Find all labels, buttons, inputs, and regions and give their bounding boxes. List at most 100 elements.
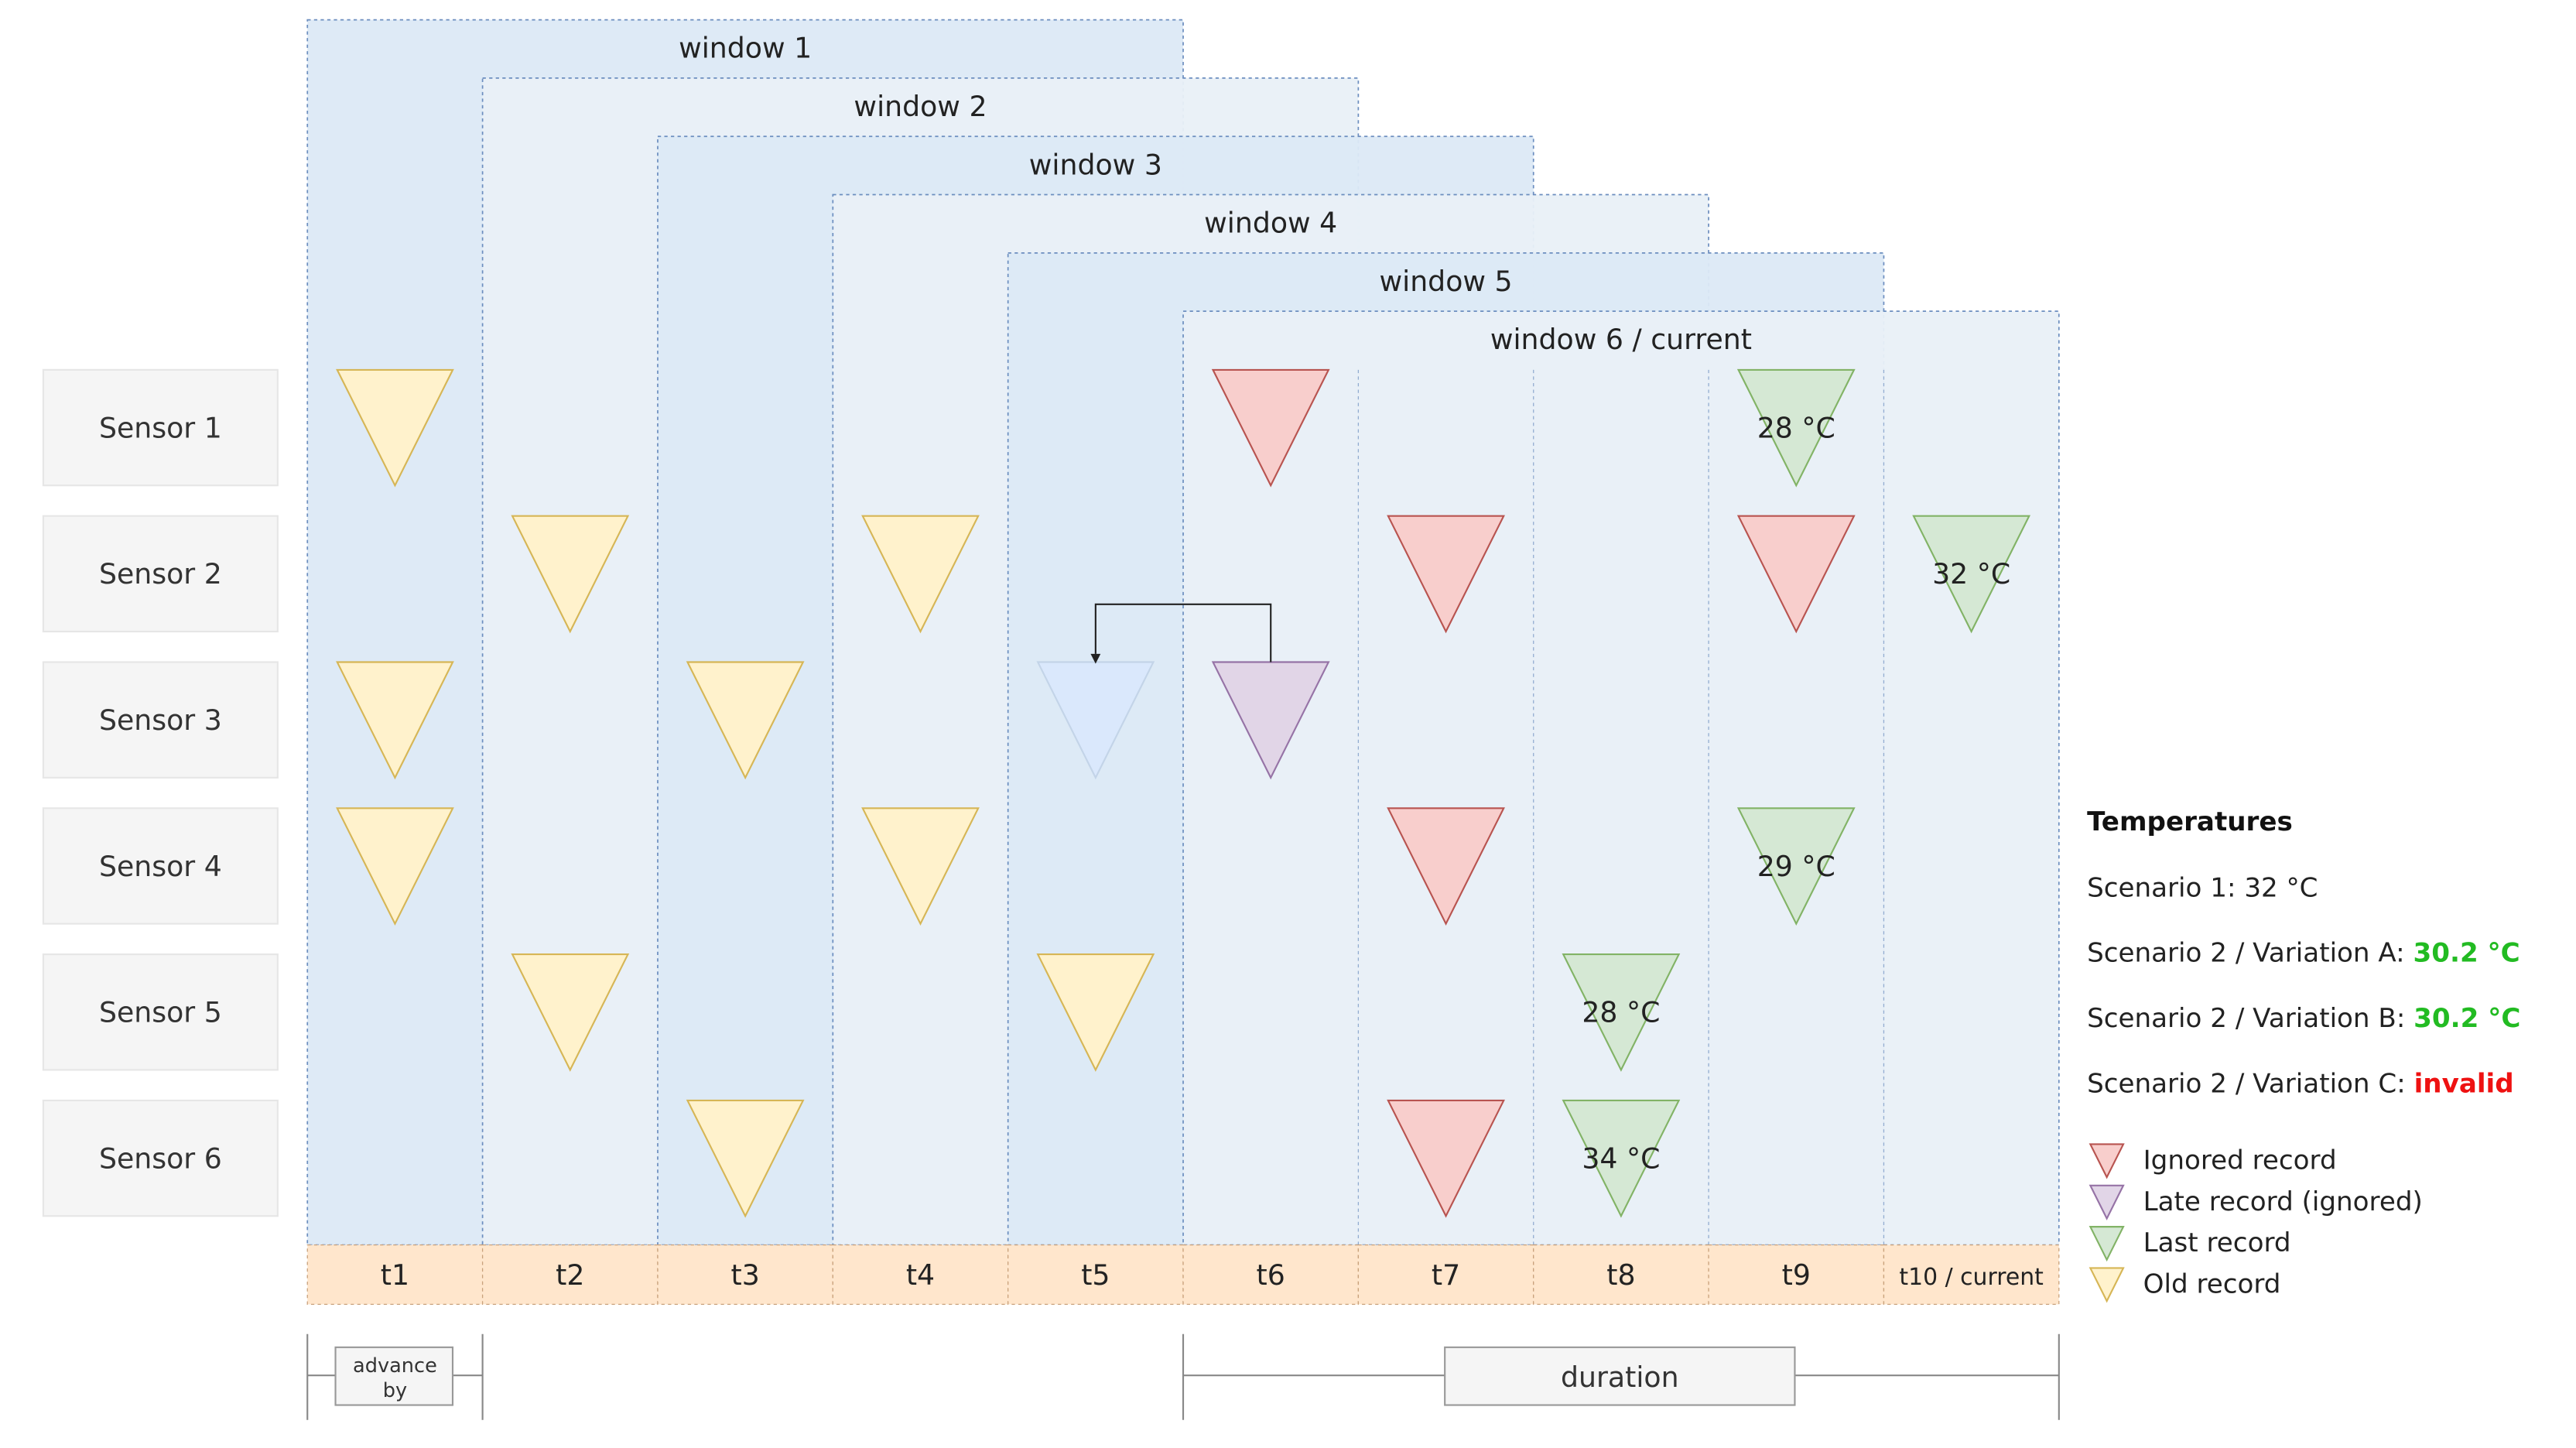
record-ignored	[1387, 807, 1505, 926]
record-old	[686, 661, 805, 780]
time-slot-label: t3	[731, 1258, 760, 1292]
record-old	[861, 807, 980, 926]
window-title: window 2	[854, 90, 987, 123]
legend-label: Late record (ignored)	[2143, 1186, 2423, 1217]
scenario-text: Scenario 1: 32 °C	[2087, 872, 2318, 903]
arrow-head	[1090, 653, 1101, 664]
sensor-label: Sensor 2	[99, 557, 222, 590]
time-slot-label: t4	[906, 1258, 935, 1292]
legend-label: Old record	[2143, 1268, 2281, 1299]
time-slot-label: t7	[1432, 1258, 1460, 1292]
sensor-label-box	[42, 953, 279, 1071]
scenario-text: Scenario 2 / Variation C:	[2087, 1068, 2414, 1099]
arrow-line	[1094, 603, 1272, 662]
scenario-text: Scenario 2 / Variation A:	[2087, 938, 2413, 969]
sensor-label: Sensor 1	[99, 411, 222, 444]
temperature-line: Scenario 2 / Variation C: invalid	[2087, 1068, 2514, 1099]
time-slot-cell	[832, 1244, 1009, 1306]
time-slot-label: t1	[381, 1258, 409, 1292]
window-rect	[1182, 310, 2060, 1246]
window-title: window 3	[1029, 148, 1162, 181]
sensor-label-box	[42, 515, 279, 633]
temperature-line: Scenario 1: 32 °C	[2087, 872, 2318, 903]
record-value-label: 28 °C	[1582, 996, 1660, 1029]
time-slot-cell	[1357, 1244, 1534, 1306]
window-title: window 5	[1379, 265, 1512, 298]
window-title: window 4	[1204, 207, 1337, 240]
advance-by-label: by	[383, 1379, 407, 1402]
records: 28 °C 32 °C 29 °C 28 °C 34 °C	[336, 368, 2031, 1218]
window-title: window 1	[679, 32, 812, 65]
late-record-arrow	[1090, 603, 1272, 664]
time-slot-label: t5	[1081, 1258, 1110, 1292]
record-last	[1562, 1099, 1681, 1218]
record-value-label: 32 °C	[1932, 557, 2010, 590]
record-old	[1036, 953, 1155, 1072]
record-old	[861, 515, 980, 634]
time-slot-label: t8	[1606, 1258, 1635, 1292]
column-dividers	[1357, 369, 1885, 1245]
sensor-label: Sensor 6	[99, 1142, 222, 1175]
scenario-value: 30.2 °C	[2414, 938, 2520, 969]
record-old	[336, 661, 454, 780]
sensor-label: Sensor 5	[99, 996, 222, 1029]
record-old	[336, 368, 454, 488]
record-value-label: 34 °C	[1582, 1142, 1660, 1175]
duration-box	[1444, 1346, 1796, 1406]
legend-swatch-late	[2089, 1184, 2125, 1220]
time-slot-cell	[306, 1244, 484, 1306]
scenario-text: Scenario 2 / Variation B:	[2087, 1003, 2414, 1034]
legend: Ignored record Late record (ignored) Last …	[2089, 1143, 2423, 1303]
temperatures-title: Temperatures	[2087, 806, 2293, 837]
sensor-label: Sensor 3	[99, 703, 222, 737]
time-slot-label: t2	[556, 1258, 584, 1292]
time-slots: t1 t2 t3 t4 t5 t6 t7 t8 t9 t10 / current	[306, 1244, 2060, 1306]
temperature-line: Scenario 2 / Variation A: 30.2 °C	[2087, 938, 2520, 969]
time-slot-cell	[1533, 1244, 1709, 1306]
window-title: window 6 / current	[1490, 323, 1752, 356]
legend-swatch-ignored	[2089, 1143, 2125, 1179]
record-old	[511, 515, 630, 634]
temperatures-panel: Temperatures Scenario 1: 32 °C Scenario 2 …	[2087, 806, 2520, 1099]
window-panel: window 6 / current	[1182, 310, 2060, 1246]
temperature-line: Scenario 2 / Variation B: 30.2 °C	[2087, 1003, 2520, 1034]
time-slot-label: t6	[1257, 1258, 1285, 1292]
record-ignored	[1211, 368, 1330, 488]
duration-label: duration	[1561, 1361, 1679, 1394]
time-slot-cell	[657, 1244, 833, 1306]
legend-swatch-last	[2089, 1226, 2125, 1262]
sensor-labels: Sensor 1 Sensor 2 Sensor 3 Sensor 4 Sensor 5…	[42, 368, 279, 1217]
legend-label: Last record	[2143, 1227, 2291, 1258]
record-ignored	[1387, 515, 1505, 634]
time-slot-cell	[1182, 1244, 1360, 1306]
sensor-label: Sensor 4	[99, 850, 222, 883]
record-value-label: 29 °C	[1757, 850, 1835, 883]
sensor-label-box	[42, 368, 279, 487]
record-last	[1562, 953, 1681, 1072]
advance-by-label: advance	[353, 1354, 437, 1378]
legend-swatch-old	[2089, 1267, 2125, 1303]
record-old	[336, 807, 454, 926]
advance-by-box	[334, 1346, 454, 1406]
sensor-label-box	[42, 807, 279, 925]
record-last	[1912, 515, 2031, 634]
sensor-label-box	[42, 1099, 279, 1217]
record-last	[1736, 368, 1856, 488]
time-slot-cell	[1883, 1244, 2060, 1306]
sensor-label-box	[42, 661, 279, 779]
record-value-label: 28 °C	[1757, 411, 1835, 444]
record-old	[511, 953, 630, 1072]
record-old	[686, 1099, 805, 1218]
scenario-value: invalid	[2414, 1068, 2514, 1099]
time-slot-cell	[481, 1244, 659, 1306]
time-slot-cell	[1007, 1244, 1184, 1306]
time-slot-label: t9	[1782, 1258, 1811, 1292]
record-ignored	[1736, 515, 1856, 634]
record-last	[1736, 807, 1856, 926]
legend-label: Ignored record	[2143, 1145, 2337, 1176]
scenario-value: 30.2 °C	[2414, 1003, 2520, 1034]
time-slot-label: t10 / current	[1899, 1264, 2043, 1291]
